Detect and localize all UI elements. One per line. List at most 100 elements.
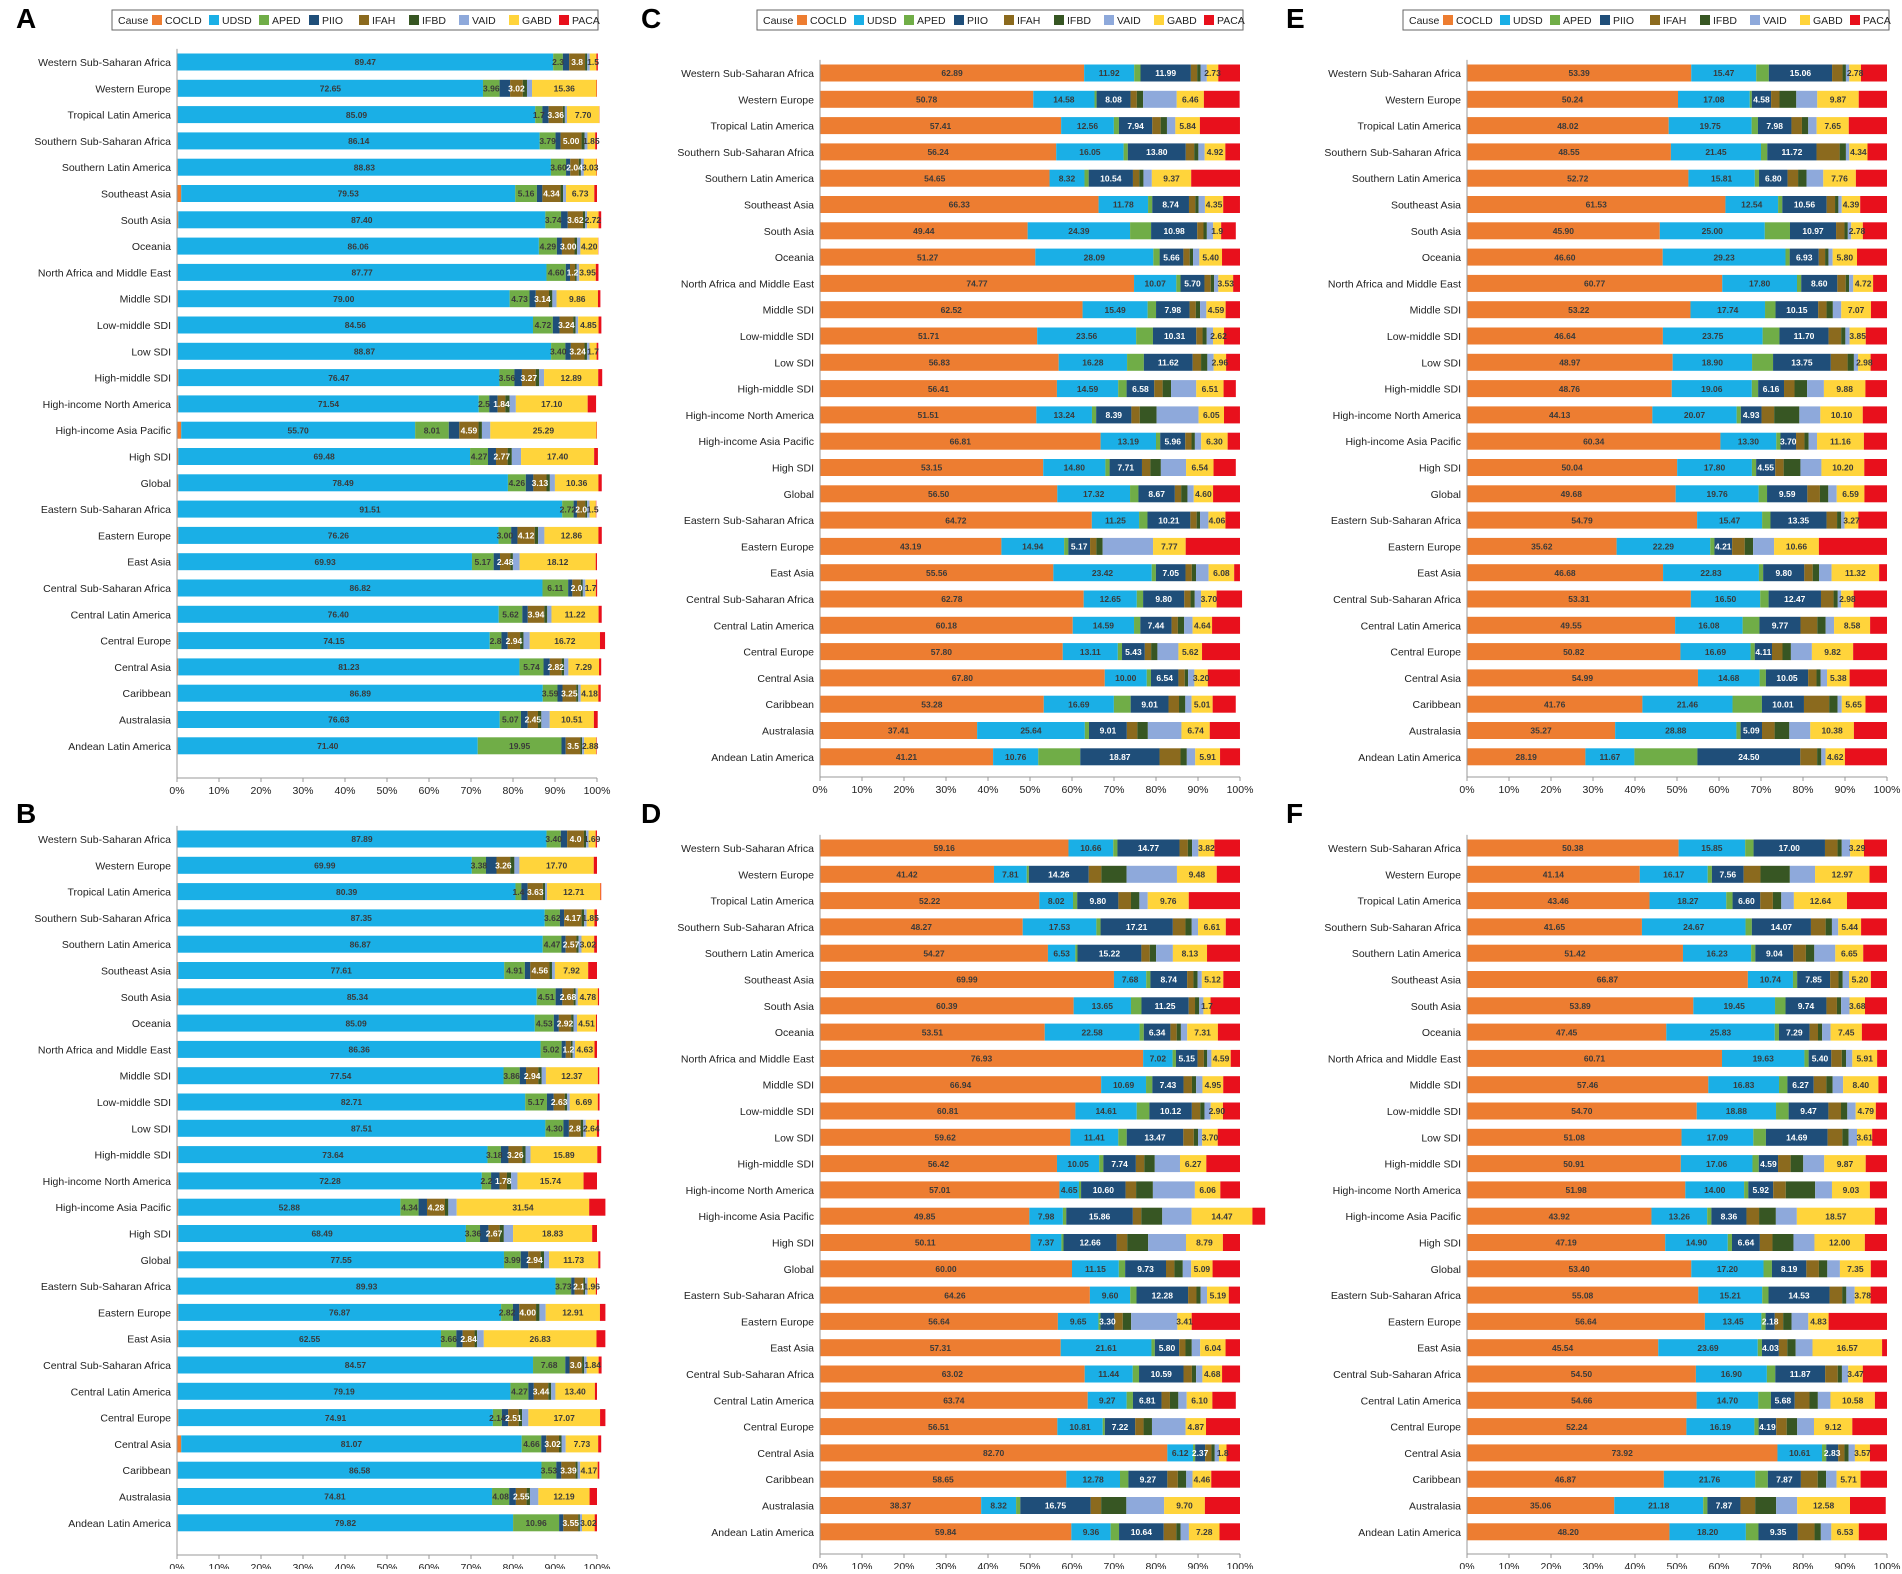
bar-segment-vaid	[1793, 1234, 1814, 1251]
data-label: 86.06	[348, 241, 370, 251]
category-label: Southeast Asia	[744, 975, 814, 987]
data-label: 2.48	[497, 557, 514, 567]
data-label: 3.62	[544, 913, 561, 923]
data-label: 11.99	[1155, 68, 1176, 78]
data-label: 71.40	[317, 741, 339, 751]
bar-segment-vaid	[1799, 406, 1820, 423]
data-label: 47.19	[1555, 1238, 1577, 1248]
bar-segment-aped	[1726, 892, 1732, 909]
data-label: 11.41	[1084, 1133, 1105, 1143]
bar-segment-ifah	[1807, 485, 1820, 502]
data-label: 62.52	[941, 305, 963, 315]
bar-segment-paca	[599, 658, 601, 675]
data-label: 19.76	[1707, 489, 1729, 499]
bar-segment-vaid	[1796, 1339, 1813, 1356]
bar-segment-paca	[1223, 196, 1240, 213]
data-label: 15.85	[1701, 843, 1723, 853]
legend-item-piio: PIIO	[322, 15, 343, 27]
category-label: Low SDI	[1421, 357, 1461, 369]
legend-swatch-ifah	[1650, 15, 1660, 25]
bar-segment-vaid	[1822, 1024, 1830, 1041]
data-label: 4.59	[1213, 1054, 1230, 1064]
bar-segment-ifbd	[1141, 1208, 1162, 1225]
data-label: 7.71	[1118, 463, 1135, 473]
legend-swatch-cocld	[1443, 15, 1453, 25]
data-label: 1.96	[583, 1281, 600, 1291]
data-label: 50.24	[1562, 95, 1584, 105]
bar-segment-ifbd	[1837, 512, 1841, 529]
bar-segment-ifbd	[1846, 275, 1849, 292]
bar-segment-paca	[1217, 866, 1240, 883]
data-label: 43.92	[1549, 1211, 1571, 1221]
bar-segment-aped	[1752, 380, 1758, 397]
category-label: Eastern Europe	[98, 1307, 171, 1319]
bar-segment-ifbd	[561, 185, 564, 202]
bar-segment-ifah	[1164, 1523, 1177, 1540]
category-label: High SDI	[1419, 1238, 1461, 1250]
bar-segment-paca	[598, 527, 601, 544]
bar-segment-aped	[1797, 275, 1801, 292]
bar-segment-aped	[1119, 1260, 1125, 1277]
category-label: Global	[784, 489, 814, 501]
data-label: 4.11	[1755, 647, 1771, 657]
bar-segment-ifbd	[1188, 840, 1192, 857]
bar-segment-paca	[1870, 617, 1887, 634]
data-label: 51.51	[918, 410, 940, 420]
legend-item-ifbd: IFBD	[1067, 15, 1091, 27]
data-label: 78.49	[332, 478, 354, 488]
data-label: 2.62	[1210, 331, 1227, 341]
data-label: 2.90	[1209, 1106, 1226, 1116]
bar-segment-paca	[1223, 1234, 1240, 1251]
data-label: 67.80	[952, 673, 974, 683]
data-label: 3.55	[562, 1518, 579, 1528]
x-tick-label: 80%	[502, 1562, 523, 1569]
bar-segment-vaid	[563, 185, 566, 202]
data-label: 8.08	[1105, 95, 1122, 105]
bar-segment-vaid	[1846, 143, 1849, 160]
data-label: 4.19	[1759, 1422, 1776, 1432]
bar-segment-ifbd	[1838, 1366, 1842, 1383]
bar-segment-aped	[1752, 117, 1758, 134]
data-label: 48.55	[1558, 147, 1580, 157]
bar-segment-vaid	[547, 606, 551, 623]
category-label: Low-middle SDI	[97, 320, 171, 332]
data-label: 54.50	[1571, 1369, 1593, 1379]
bar-segment-ifah	[1829, 328, 1842, 345]
data-label: 46.87	[1555, 1474, 1577, 1484]
bar-segment-ifbd	[1196, 301, 1200, 318]
data-label: 19.45	[1724, 1001, 1746, 1011]
bar-segment-ifbd	[1827, 301, 1833, 318]
bar-segment-ifbd	[1841, 1103, 1847, 1120]
data-label: 1.2	[567, 268, 579, 278]
category-label: Low SDI	[131, 346, 171, 358]
data-label: 4.17	[565, 913, 582, 923]
data-label: 9.86	[569, 294, 586, 304]
data-label: 17.53	[1049, 922, 1071, 932]
data-label: 4.60	[1195, 489, 1212, 499]
bar-segment-paca	[1857, 249, 1887, 266]
data-label: 5.20	[1852, 975, 1869, 985]
bar-segment-aped	[1634, 748, 1697, 765]
data-label: 43.19	[900, 542, 922, 552]
data-label: 53.39	[1568, 68, 1590, 78]
data-label: 10.12	[1160, 1106, 1182, 1116]
data-label: 13.65	[1092, 1001, 1114, 1011]
bar-segment-vaid	[1157, 643, 1178, 660]
data-label: 2.04	[566, 162, 583, 172]
bar-segment-ifbd	[1200, 1103, 1204, 1120]
data-label: 4.95	[1205, 1080, 1222, 1090]
bar-segment-aped	[1745, 840, 1753, 857]
data-label: 4.0	[570, 834, 582, 844]
data-label: 4.17	[581, 1465, 598, 1475]
data-label: 22.83	[1700, 568, 1722, 578]
category-label: Caribbean	[766, 699, 815, 711]
data-label: 10.60	[1093, 1185, 1115, 1195]
data-label: 4.85	[580, 320, 597, 330]
legend-swatch-ifbd	[1054, 15, 1064, 25]
data-label: 7.29	[1786, 1027, 1803, 1037]
data-label: 56.83	[929, 358, 951, 368]
legend-item-ifah: IFAH	[372, 15, 395, 27]
data-label: 2.2	[481, 1176, 493, 1186]
data-label: 50.04	[1561, 463, 1583, 473]
data-label: 6.59	[1842, 489, 1859, 499]
